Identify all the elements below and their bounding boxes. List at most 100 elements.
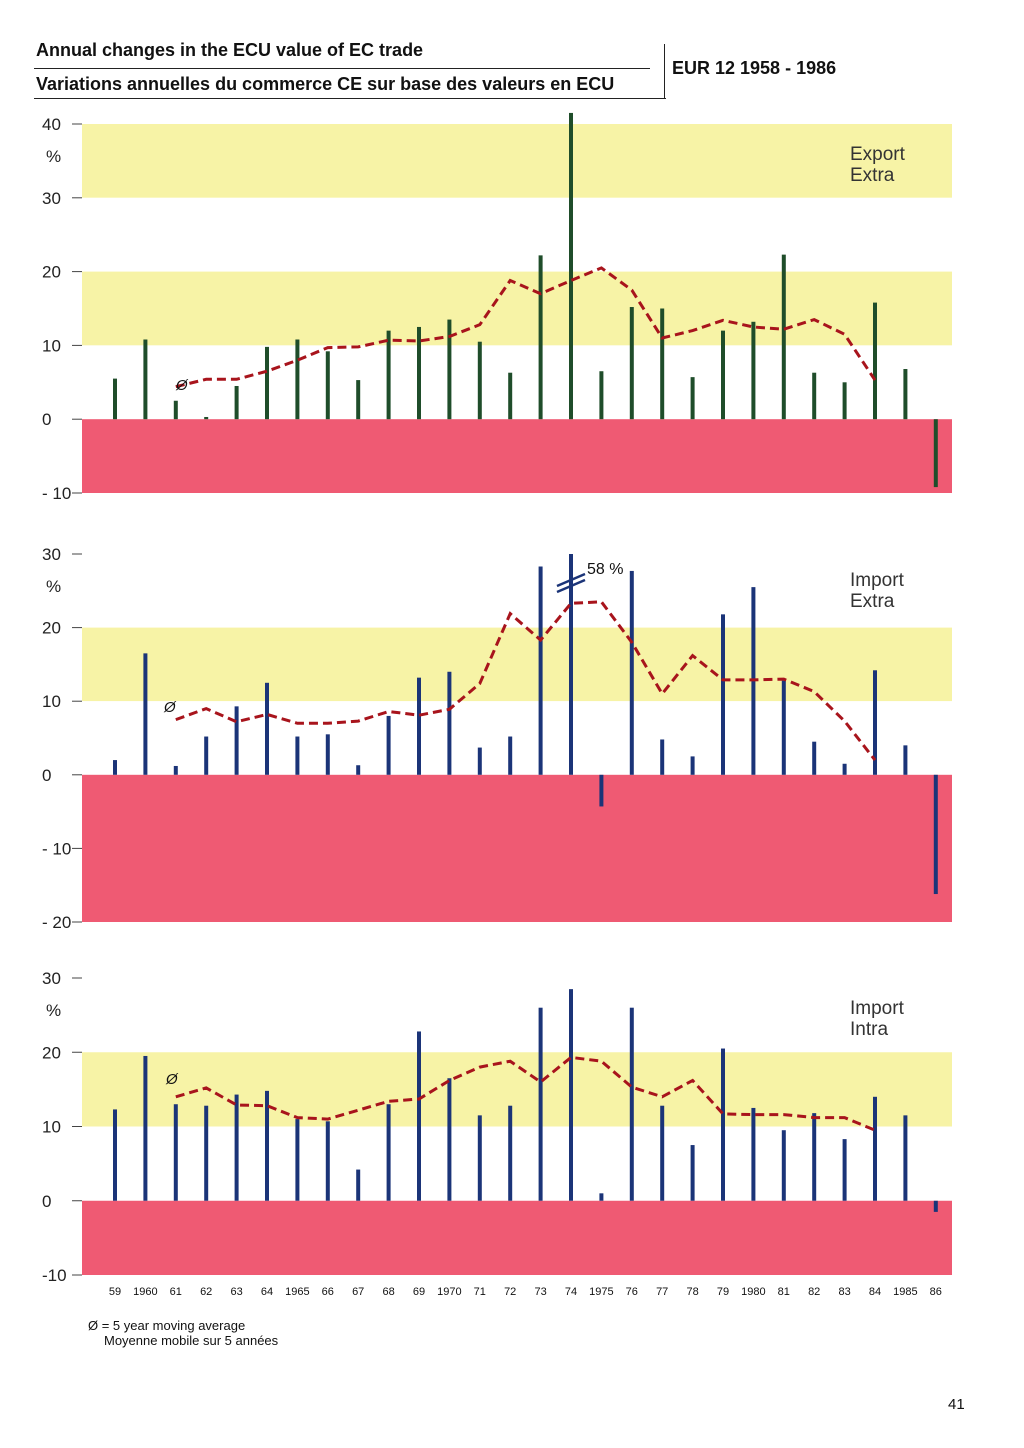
y-tick-label: 0 [42,766,51,785]
bar-73 [538,1007,543,1201]
x-tick-label: 63 [230,1286,242,1298]
y-tick-label: 30 [42,969,61,988]
x-tick-label: 68 [382,1286,394,1298]
y-tick-label: 10 [42,1118,61,1137]
bar-82 [812,741,817,775]
bar-66 [325,1121,330,1201]
bar-73 [538,255,543,420]
bar-74 [569,554,573,775]
bar-66 [325,734,330,775]
negative-band [82,419,952,493]
bar-67 [356,380,361,420]
bar-76 [629,570,634,775]
bar-83 [842,763,847,775]
moving-average-line [175,266,877,389]
bar-63 [234,385,239,420]
bar-62 [204,416,209,420]
bar-82 [812,1113,817,1201]
bar-76 [629,1007,634,1201]
bar-72 [508,372,513,420]
bar-1960 [143,1055,148,1201]
y-axis-unit: % [46,577,61,596]
y-tick-label: 10 [42,336,61,355]
band-20 [82,271,952,346]
axis-break-mark [556,572,586,588]
bar-61 [173,400,178,420]
bar-69 [417,1031,421,1201]
bar-62 [204,736,209,775]
x-tick-label: 64 [261,1286,273,1298]
panel-label: Extra [850,165,895,186]
header-divider [664,44,665,98]
band-10 [82,345,952,420]
moving-average-symbol: Ø [175,377,189,394]
x-tick-label: 84 [869,1286,881,1298]
bar-77 [660,739,665,775]
x-tick-label: 77 [656,1286,668,1298]
x-tick-label: 1985 [893,1286,917,1298]
bar-67 [356,765,361,775]
y-tick-label: 0 [42,410,51,429]
y-tick-label: 20 [42,1043,61,1062]
bar-86 [933,419,938,488]
y-tick-label: 20 [42,619,61,638]
bar-83 [842,382,847,420]
x-tick-label: 59 [109,1286,121,1298]
x-tick-label: 82 [808,1286,820,1298]
bar-77 [660,308,665,420]
bar-63 [234,706,239,775]
x-tick-label: 1960 [133,1286,157,1298]
x-tick-label: 1975 [589,1286,613,1298]
bar-76 [629,307,634,420]
title-bottom-rule [34,98,666,99]
bar-1960 [143,653,148,775]
bar-1965 [295,736,300,775]
x-tick-label: 61 [170,1286,182,1298]
bar-74 [569,989,573,1201]
bar-64 [265,682,269,775]
bar-68 [386,715,391,775]
annotation-58-percent: 58 % [587,561,623,578]
x-tick-label: 1980 [741,1286,765,1298]
bar-86 [933,1200,938,1212]
x-tick-label: 71 [474,1286,486,1298]
panel-label: Extra [850,591,895,612]
band-20 [82,1052,952,1127]
y-tick-label: -10 [42,1266,67,1285]
negative-band [82,774,952,922]
bar-72 [508,1105,513,1201]
y-axis-unit: % [46,1001,61,1020]
x-tick-label: 78 [686,1286,698,1298]
band-10 [82,1126,952,1201]
bar-59 [113,378,117,420]
y-tick-label: - 10 [42,839,71,858]
panel-label: Import [850,998,905,1019]
bar-69 [417,677,421,775]
panel-label: Export [850,144,906,165]
bar-78 [690,377,695,420]
bar-1970 [447,319,452,420]
bar-1965 [295,1119,300,1201]
band-10 [82,701,952,775]
bar-64 [265,1090,269,1201]
bar-1970 [447,671,452,775]
x-tick-label: 74 [565,1286,577,1298]
band-30 [82,197,952,272]
moving-average-symbol: Ø [165,1071,179,1088]
y-tick-label: 0 [42,1192,51,1211]
band-30 [82,978,952,1053]
band-20 [82,627,952,702]
x-tick-label: 69 [413,1286,425,1298]
bar-78 [690,1145,695,1201]
x-tick-label: 67 [352,1286,364,1298]
x-axis-years: 59 1960 61 62 63 64 1965 66 67 68 69 1970 71 72 73 74 19… [109,1286,942,1298]
y-tick-label: 20 [42,263,61,282]
y-axis-unit: % [46,147,61,166]
x-tick-label: 1970 [437,1286,461,1298]
moving-average-line [175,1055,876,1132]
x-tick-label: 76 [626,1286,638,1298]
x-tick-label: 86 [930,1286,942,1298]
